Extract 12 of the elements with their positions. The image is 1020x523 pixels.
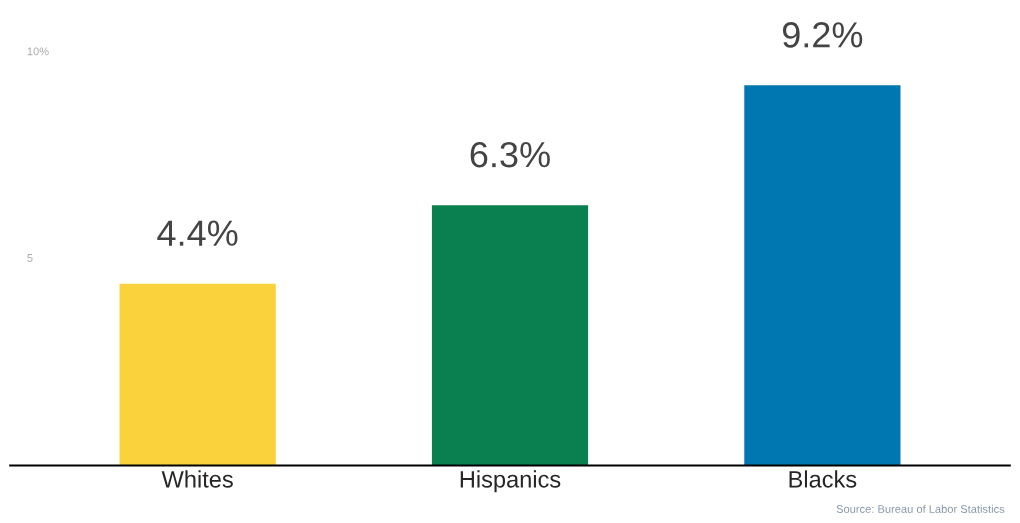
x-tick-label: Whites <box>161 470 233 488</box>
bar <box>431 205 589 466</box>
bar <box>119 283 276 466</box>
y-tick-label: 10% <box>27 47 49 56</box>
x-tick-label: Blacks <box>789 470 857 488</box>
y-tick-label: 5 <box>27 254 33 262</box>
data-label: 6.3% <box>470 141 550 168</box>
bar <box>744 85 901 466</box>
data-label: 9.2% <box>782 22 863 48</box>
x-tick-label: Hispanics <box>460 470 561 493</box>
source-note: Source: Bureau of Labor Statistics <box>836 504 1005 513</box>
data-label: 4.4% <box>157 220 238 246</box>
